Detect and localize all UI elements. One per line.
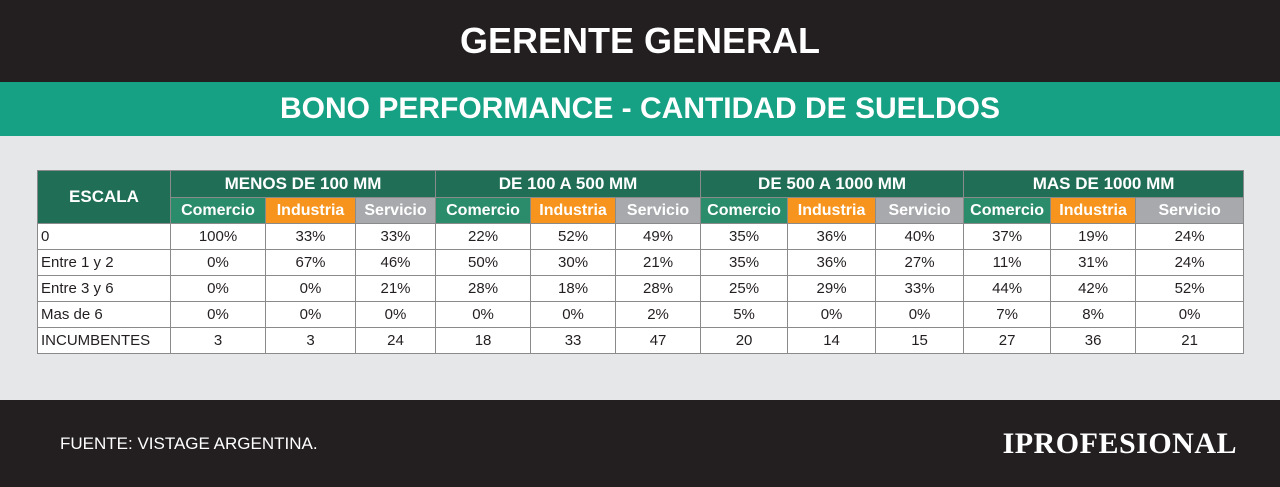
cell: 27% (875, 249, 965, 276)
cell: 25% (700, 275, 789, 302)
column-header: Comercio (435, 197, 532, 224)
header-row: ESCALA MENOS DE 100 MM DE 100 A 500 MM DE 5… (37, 170, 1245, 224)
cell: 20 (700, 327, 789, 354)
cell: 0% (530, 301, 617, 328)
cell: 24 (354, 327, 437, 354)
cell: 24% (1135, 249, 1245, 276)
cell: 49% (615, 223, 702, 250)
data-row: 0 100% 33% 33% 22% 52% 49% 35% 36% 40% 37% 19% 24% (37, 223, 1245, 250)
cell: 36 (1050, 327, 1137, 354)
cell: 0% (354, 301, 437, 328)
cell: 24% (1135, 223, 1245, 250)
cell: 0% (1135, 301, 1245, 328)
cell: 0% (170, 301, 266, 328)
cell: 18% (530, 275, 617, 302)
cell: 37% (963, 223, 1052, 250)
cell: 21% (615, 249, 702, 276)
subtitle: BONO PERFORMANCE - CANTIDAD DE SUELDOS (0, 82, 1280, 136)
column-header: Servicio (1135, 197, 1245, 224)
cell: 5% (700, 301, 789, 328)
cell: 7% (963, 301, 1052, 328)
cell: 19% (1050, 223, 1137, 250)
row-label: Entre 1 y 2 (37, 249, 171, 276)
cell: 27 (963, 327, 1052, 354)
cell: 18 (435, 327, 532, 354)
cell: 33 (530, 327, 617, 354)
cell: 29% (787, 275, 877, 302)
cell: 33% (875, 275, 965, 302)
cell: 40% (875, 223, 965, 250)
cell: 0% (170, 275, 266, 302)
cell: 33% (265, 223, 356, 250)
corner-header: ESCALA (37, 170, 171, 224)
cell: 44% (963, 275, 1052, 302)
cell: 0% (265, 301, 356, 328)
column-header: Industria (265, 197, 356, 224)
cell: 0% (875, 301, 965, 328)
cell: 3 (170, 327, 266, 354)
column-header: Industria (530, 197, 617, 224)
subheader-row: Comercio Industria Servicio Comercio Industr… (38, 197, 1245, 224)
title: GERENTE GENERAL (0, 0, 1280, 82)
data-row: INCUMBENTES 3 3 24 18 33 47 20 14 15 27 36 21 (37, 327, 1245, 354)
logo: IPROFESIONAL (1002, 426, 1237, 460)
cell: 0% (170, 249, 266, 276)
data-row: Mas de 6 0% 0% 0% 0% 0% 2% 5% 0% 0% 7% 8% 0% (37, 301, 1245, 328)
data-row: Entre 3 y 6 0% 0% 21% 28% 18% 28% 25% 29% 33% 44% 4… (37, 275, 1245, 302)
cell: 47 (615, 327, 702, 354)
cell: 46% (354, 249, 437, 276)
group-header: DE 500 A 1000 MM (700, 170, 965, 198)
cell: 14 (787, 327, 877, 354)
column-header: Comercio (700, 197, 789, 224)
cell: 35% (700, 223, 789, 250)
cell: 36% (787, 223, 877, 250)
cell: 3 (265, 327, 356, 354)
row-label: Mas de 6 (37, 301, 171, 328)
cell: 100% (170, 223, 266, 250)
cell: 36% (787, 249, 877, 276)
column-header: Comercio (963, 197, 1052, 224)
column-header: Industria (1050, 197, 1137, 224)
cell: 11% (963, 249, 1052, 276)
data-row: Entre 1 y 2 0% 67% 46% 50% 30% 21% 35% 36% 27% 11%… (37, 249, 1245, 276)
group-header: DE 100 A 500 MM (435, 170, 702, 198)
column-header: Servicio (615, 197, 702, 224)
cell: 21 (1135, 327, 1245, 354)
group-header: MAS DE 1000 MM (963, 170, 1245, 198)
cell: 8% (1050, 301, 1137, 328)
cell: 52% (530, 223, 617, 250)
cell: 42% (1050, 275, 1137, 302)
footer: FUENTE: VISTAGE ARGENTINA. IPROFESIONAL (0, 400, 1280, 487)
cell: 35% (700, 249, 789, 276)
cell: 28% (435, 275, 532, 302)
cell: 2% (615, 301, 702, 328)
source: FUENTE: VISTAGE ARGENTINA. (60, 433, 318, 453)
column-header: Servicio (354, 197, 437, 224)
group-header: MENOS DE 100 MM (169, 170, 437, 198)
column-header: Comercio (170, 197, 266, 224)
cell: 0% (435, 301, 532, 328)
cell: 67% (265, 249, 356, 276)
column-header: Industria (787, 197, 877, 224)
row-label: 0 (37, 223, 171, 250)
cell: 31% (1050, 249, 1137, 276)
cell: 50% (435, 249, 532, 276)
cell: 28% (615, 275, 702, 302)
row-label: INCUMBENTES (37, 327, 171, 354)
table: ESCALA MENOS DE 100 MM DE 100 A 500 MM DE 5… (37, 170, 1245, 354)
cell: 33% (354, 223, 437, 250)
column-header: Servicio (875, 197, 965, 224)
cell: 21% (354, 275, 437, 302)
cell: 52% (1135, 275, 1245, 302)
cell: 22% (435, 223, 532, 250)
cell: 0% (787, 301, 877, 328)
row-label: Entre 3 y 6 (37, 275, 171, 302)
cell: 0% (265, 275, 356, 302)
cell: 15 (875, 327, 965, 354)
cell: 30% (530, 249, 617, 276)
